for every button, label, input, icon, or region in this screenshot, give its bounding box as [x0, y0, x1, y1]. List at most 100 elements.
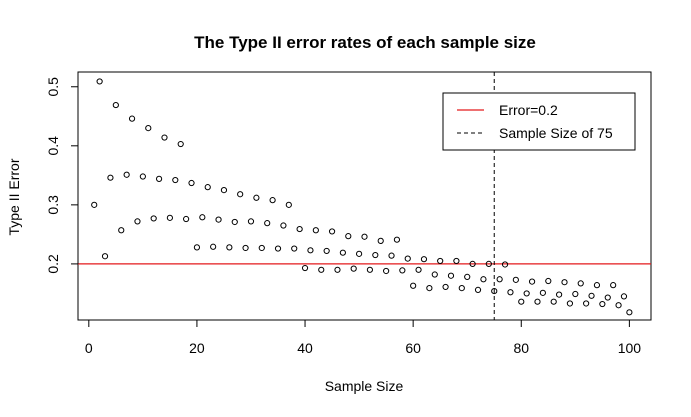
- data-point: [204, 184, 211, 191]
- data-point: [226, 244, 233, 251]
- data-point: [258, 244, 265, 252]
- reference-lines: [78, 72, 651, 320]
- x-tick-label: 80: [513, 340, 529, 356]
- data-point: [583, 300, 590, 307]
- data-point: [101, 253, 109, 260]
- data-point: [480, 276, 487, 283]
- data-point: [404, 255, 411, 262]
- data-point: [556, 291, 563, 298]
- x-axis: 0 20 40 60 80 100: [85, 319, 642, 356]
- y-axis-label: Type II Error: [6, 158, 22, 235]
- data-point: [615, 302, 622, 309]
- data-point: [237, 191, 244, 198]
- data-point: [474, 286, 482, 293]
- data-point: [350, 265, 357, 272]
- legend: Error=0.2 Sample Size of 75: [442, 92, 636, 151]
- data-point: [420, 256, 428, 263]
- data-point: [318, 266, 325, 273]
- data-point: [366, 266, 374, 273]
- data-point: [610, 282, 617, 289]
- data-point: [323, 247, 330, 255]
- data-point: [431, 271, 438, 278]
- data-point: [383, 267, 390, 275]
- data-point: [215, 216, 222, 223]
- data-point: [177, 140, 184, 148]
- data-points: [91, 78, 633, 316]
- data-point: [155, 175, 163, 182]
- data-point: [534, 298, 541, 305]
- data-point: [264, 220, 271, 227]
- data-point: [123, 171, 130, 178]
- data-point: [393, 236, 401, 243]
- data-point: [561, 279, 568, 286]
- y-tick-label: 0.5: [45, 77, 61, 97]
- data-point: [501, 261, 509, 268]
- data-point: [410, 282, 417, 289]
- x-tick-label: 40: [297, 340, 313, 356]
- data-point: [199, 214, 206, 221]
- data-point: [285, 201, 292, 208]
- data-point: [539, 289, 546, 296]
- y-axis: 0.2 0.3 0.4 0.5: [45, 77, 79, 274]
- data-point: [242, 244, 249, 252]
- data-point: [577, 280, 584, 287]
- data-point: [469, 260, 476, 268]
- data-point: [437, 257, 444, 265]
- data-point: [485, 260, 492, 268]
- data-point: [166, 214, 173, 221]
- data-point: [593, 282, 601, 289]
- data-point: [118, 227, 125, 234]
- y-tick-label: 0.4: [45, 136, 61, 156]
- data-point: [291, 245, 298, 252]
- data-point: [572, 290, 579, 298]
- data-point: [372, 251, 379, 259]
- data-point: [447, 272, 455, 279]
- data-point: [528, 278, 536, 285]
- data-point: [107, 174, 114, 181]
- legend-label-error: Error=0.2: [499, 102, 558, 118]
- data-point: [377, 237, 384, 244]
- data-point: [626, 309, 633, 316]
- data-point: [96, 78, 103, 85]
- data-point: [328, 228, 336, 235]
- data-point: [388, 252, 395, 259]
- data-point: [231, 218, 238, 226]
- data-point: [518, 298, 525, 305]
- data-point: [453, 257, 460, 265]
- data-point: [296, 225, 303, 233]
- data-point: [415, 266, 422, 273]
- y-tick-label: 0.3: [45, 195, 61, 215]
- data-point: [442, 283, 449, 291]
- data-point: [301, 264, 309, 272]
- data-point: [604, 294, 611, 301]
- data-point: [496, 276, 503, 283]
- data-point: [334, 266, 341, 273]
- legend-box: [442, 92, 636, 151]
- data-point: [145, 124, 152, 132]
- x-tick-label: 100: [618, 340, 642, 356]
- data-point: [307, 247, 314, 254]
- data-point: [458, 285, 465, 292]
- data-point: [139, 173, 146, 180]
- data-point: [269, 197, 276, 204]
- x-tick-label: 0: [85, 340, 93, 356]
- data-point: [339, 249, 346, 256]
- data-point: [274, 245, 282, 252]
- data-point: [550, 298, 557, 305]
- data-point: [161, 134, 168, 141]
- x-tick-label: 20: [189, 340, 205, 356]
- data-point: [399, 267, 406, 274]
- data-point: [512, 276, 519, 283]
- data-point: [361, 233, 368, 240]
- data-point: [253, 194, 260, 201]
- data-point: [280, 222, 287, 229]
- data-point: [193, 244, 201, 251]
- data-point: [426, 285, 433, 292]
- data-point: [172, 176, 179, 184]
- data-point: [312, 227, 319, 234]
- data-point: [188, 179, 195, 187]
- data-point: [91, 201, 98, 208]
- y-tick-label: 0.2: [45, 254, 61, 274]
- data-point: [150, 215, 157, 222]
